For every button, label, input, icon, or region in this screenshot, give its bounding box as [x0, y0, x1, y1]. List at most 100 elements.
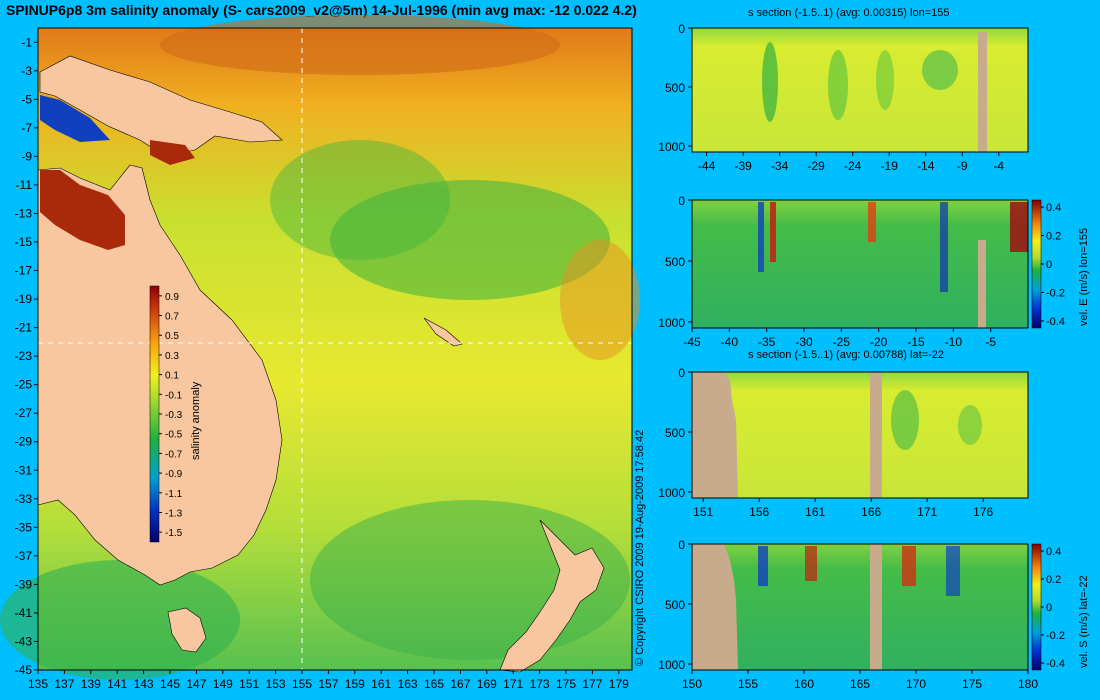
section-y-tick-label: 1000 — [658, 486, 685, 500]
map-y-tick-label: -29 — [15, 435, 33, 449]
velocity-colorbar-tick-label: 0.4 — [1046, 202, 1061, 214]
panel4-axes: 150 155 160 165 170 175 180 0 500 1000 — [658, 538, 1038, 691]
section-x-tick-label: 151 — [693, 505, 713, 519]
salinity-colorbar-tick-label: -1.5 — [165, 528, 183, 539]
map-y-tick-label: -31 — [15, 463, 33, 477]
panel2-colorbar-label: vel. E (m/s) lon=155 — [1078, 227, 1090, 326]
panel2-land — [978, 240, 986, 328]
salinity-colorbar — [149, 285, 160, 543]
section-y-tick-label: 500 — [665, 426, 685, 440]
map-x-tick-label: 145 — [160, 677, 180, 691]
panel4-field — [692, 544, 1028, 670]
map-y-tick-label: -7 — [21, 121, 32, 135]
section-x-tick-label: -19 — [881, 159, 899, 173]
section-x-tick-label: -45 — [683, 335, 701, 349]
salinity-colorbar-tick-label: 0.9 — [165, 292, 179, 303]
map-plot-area — [0, 15, 640, 680]
map-x-tick-label: 139 — [81, 677, 101, 691]
section-x-tick-label: -10 — [945, 335, 963, 349]
velocity-colorbar-tick-label: -0.4 — [1046, 316, 1065, 328]
section-x-tick-label: 161 — [805, 505, 825, 519]
map-y-axis: -1 -3 -5 -7 -9 -11 -13 -15 -17 -19 -21 -23 -25 -27 -29… — [15, 35, 38, 677]
section-x-tick-label: -9 — [957, 159, 968, 173]
map-x-tick-label: 141 — [107, 677, 127, 691]
map-x-tick-label: 167 — [450, 677, 470, 691]
map-x-tick-label: 135 — [28, 677, 48, 691]
section-x-tick-label: 156 — [749, 505, 769, 519]
gulf-anomaly — [40, 95, 110, 142]
map-x-tick-label: 151 — [239, 677, 259, 691]
map-x-tick-label: 161 — [371, 677, 391, 691]
map-y-tick-label: -43 — [15, 634, 33, 648]
section-x-tick-label: 166 — [861, 505, 881, 519]
panel1-section-salinity-lon155: -44 -39 -34 -29 -24 -19 -14 -9 -4 0 500 1000 — [658, 22, 1029, 173]
section-x-tick-label: -15 — [907, 335, 925, 349]
map-y-tick-label: -27 — [15, 406, 33, 420]
map-y-tick-label: -21 — [15, 321, 33, 335]
salinity-colorbar-tick-label: 0.5 — [165, 331, 179, 342]
map-x-tick-label: 177 — [582, 677, 602, 691]
map-x-axis: 135 137 139 141 143 145 147 149 151 153 155 157 159 1… — [28, 670, 629, 691]
section-x-tick-label: 171 — [917, 505, 937, 519]
map-y-tick-label: -15 — [15, 235, 33, 249]
salinity-colorbar-tick-label: -0.9 — [165, 469, 183, 480]
panel1-axes: -44 -39 -34 -29 -24 -19 -14 -9 -4 0 500 1000 — [658, 22, 1004, 173]
section-y-tick-label: 500 — [665, 255, 685, 269]
map-y-tick-label: -3 — [21, 64, 32, 78]
map-y-tick-label: -23 — [15, 349, 33, 363]
map-frame — [37, 27, 633, 671]
panel2-colorbar-ticks: 0.4 0.2 0 -0.2 -0.4 — [1041, 202, 1065, 328]
map-x-tick-label: 155 — [292, 677, 312, 691]
section-y-tick-label: 0 — [678, 22, 685, 36]
panel4-colorbar-label: vel. S (m/s) lat=-22 — [1078, 575, 1090, 668]
map-y-tick-label: -13 — [15, 206, 33, 220]
velocity-colorbar-tick-label: -0.4 — [1046, 658, 1065, 670]
map-x-tick-label: 175 — [556, 677, 576, 691]
section-x-tick-label: 180 — [1018, 677, 1038, 691]
map-x-tick-label: 157 — [318, 677, 338, 691]
salinity-colorbar-tick-label: -1.3 — [165, 508, 183, 519]
new-guinea-land — [39, 55, 283, 157]
velocity-colorbar-tick-label: -0.2 — [1046, 287, 1065, 299]
panel4-colorbar-ticks: 0.4 0.2 0 -0.2 -0.4 — [1041, 546, 1065, 670]
map-y-tick-label: -35 — [15, 520, 33, 534]
salinity-colorbar-tick-label: -0.5 — [165, 430, 183, 441]
panel2-jet-a — [770, 202, 776, 262]
velocity-colorbar-tick-label: 0.2 — [1046, 574, 1061, 586]
panel2-jet-c — [868, 202, 876, 242]
panel2-jet-d — [940, 202, 948, 292]
section-x-tick-label: -35 — [758, 335, 776, 349]
map-y-tick-label: -11 — [16, 178, 33, 192]
section-x-tick-label: -24 — [844, 159, 862, 173]
section-x-tick-label: 165 — [850, 677, 870, 691]
map-x-tick-label: 165 — [424, 677, 444, 691]
velocity-colorbar-tick-label: 0 — [1046, 259, 1052, 271]
map-x-tick-label: 169 — [477, 677, 497, 691]
carpentaria-red-anomaly — [40, 170, 125, 250]
section-y-tick-label: 500 — [665, 598, 685, 612]
panel3-section-salinity-lat-22: 151 156 161 166 171 176 0 500 1000 — [658, 366, 1029, 519]
salinity-colorbar-tick-label: 0.7 — [165, 312, 179, 323]
panel1-frame — [691, 27, 1029, 153]
map-y-tick-label: -17 — [15, 264, 33, 278]
salinity-colorbar-tick-label: -0.3 — [165, 410, 183, 421]
panel4-colorbar — [1031, 543, 1042, 671]
map-x-tick-label: 149 — [213, 677, 233, 691]
new-guinea-red-anomaly — [150, 140, 195, 165]
panel2-jet-b — [758, 202, 764, 272]
anomaly-patch-green1 — [330, 180, 610, 300]
salinity-colorbar-tick-label: -1.1 — [165, 489, 183, 500]
panel3-axes: 151 156 161 166 171 176 0 500 1000 — [658, 366, 993, 519]
salinity-colorbar-tick-label: -0.1 — [165, 390, 183, 401]
section-x-tick-label: 170 — [906, 677, 926, 691]
section-y-tick-label: 500 — [665, 81, 685, 95]
panel4-section-velS-lat-22: 150 155 160 165 170 175 180 0 500 1000 0.4 0.2 0 -0.… — [658, 538, 1065, 691]
panel1-land — [978, 32, 987, 152]
panel4-jet-a — [758, 546, 768, 586]
map-x-tick-label: 179 — [609, 677, 629, 691]
panel2-frame — [691, 199, 1029, 329]
tasmania-land — [167, 607, 207, 653]
anomaly-patch-orange — [560, 240, 640, 360]
